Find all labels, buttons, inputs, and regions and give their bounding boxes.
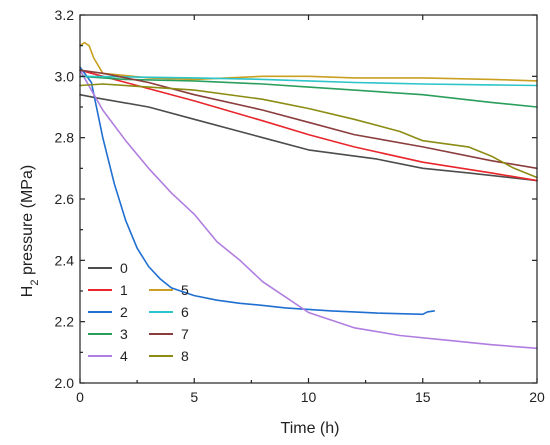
series-line-4 xyxy=(79,69,538,350)
series-line-7 xyxy=(79,69,538,170)
series-line-2 xyxy=(79,66,435,316)
series-line-3 xyxy=(79,75,538,108)
legend-label-4: 4 xyxy=(120,348,128,364)
legend-label-8: 8 xyxy=(181,348,189,364)
legend-label-7: 7 xyxy=(181,326,189,342)
y-axis-title: H2 pressure (MPa) xyxy=(19,165,41,297)
legend-label-5: 5 xyxy=(181,282,189,298)
x-tick-label: 10 xyxy=(301,389,317,405)
axes-layer xyxy=(79,14,538,384)
y-tick-label: 3.0 xyxy=(55,68,75,84)
series-line-5 xyxy=(79,41,538,82)
series-line-1 xyxy=(79,69,538,182)
ticks-layer: 0 5 10 15 202.02.22.42.62.83.03.2 xyxy=(55,7,545,405)
legend-label-0: 0 xyxy=(120,260,128,276)
y-tick-label: 3.2 xyxy=(55,7,75,23)
legend: 0 1 2 3 4 5 6 7 8 xyxy=(88,260,189,364)
series-line-8 xyxy=(79,83,538,179)
legend-label-1: 1 xyxy=(120,282,128,298)
legend-label-3: 3 xyxy=(120,326,128,342)
legend-label-6: 6 xyxy=(181,304,189,320)
x-tick-label: 0 xyxy=(76,389,84,405)
y-tick-label: 2.0 xyxy=(55,375,75,391)
series-line-0 xyxy=(79,93,538,182)
y-tick-label: 2.4 xyxy=(55,252,75,268)
x-tick-label: 15 xyxy=(415,389,431,405)
x-axis-title: Time (h) xyxy=(281,420,340,437)
x-tick-label: 20 xyxy=(529,389,545,405)
legend-label-2: 2 xyxy=(120,304,128,320)
series-line-6 xyxy=(79,75,538,87)
y-tick-label: 2.6 xyxy=(55,191,75,207)
x-tick-label: 5 xyxy=(190,389,198,405)
y-tick-label: 2.2 xyxy=(55,314,75,330)
y-tick-label: 2.8 xyxy=(55,130,75,146)
series-layer xyxy=(79,41,538,350)
plot-frame xyxy=(79,14,538,384)
